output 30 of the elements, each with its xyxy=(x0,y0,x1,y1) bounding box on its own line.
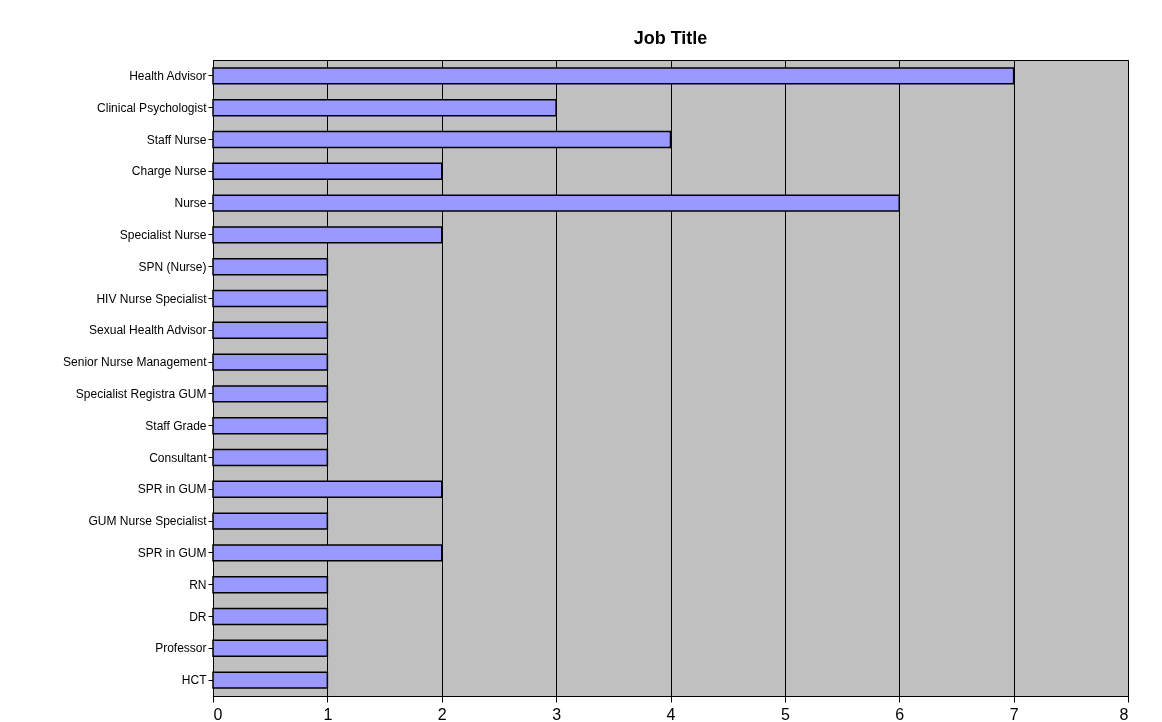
y-tick-label: DR xyxy=(189,609,207,624)
x-tick-label: 4 xyxy=(666,705,676,722)
x-tick-label: 6 xyxy=(895,705,905,722)
y-tick-label: Health Advisor xyxy=(129,68,207,83)
y-tick-label: Nurse xyxy=(174,196,207,211)
y-tick-label: Senior Nurse Management xyxy=(63,355,208,370)
y-tick-label: GUM Nurse Specialist xyxy=(88,514,208,529)
x-tick-label: 3 xyxy=(552,705,562,722)
y-tick-label: SPN (Nurse) xyxy=(138,259,207,274)
y-tick-label: Charge Nurse xyxy=(131,164,207,179)
y-tick-label: RN xyxy=(189,577,207,592)
chart-title: Job Title xyxy=(633,28,708,48)
y-tick-label: Specialist Registra GUM xyxy=(75,386,207,401)
x-tick-label: 7 xyxy=(1009,705,1019,722)
x-tick-label: 8 xyxy=(1119,705,1129,722)
x-tick-label: 2 xyxy=(437,705,447,722)
y-tick-label: Consultant xyxy=(149,450,208,465)
x-tick-label: 0 xyxy=(213,705,223,722)
y-tick-label: HCT xyxy=(181,673,208,688)
y-tick-label: Staff Nurse xyxy=(146,132,207,147)
x-tick-label: 1 xyxy=(323,705,333,722)
y-tick-label: Specialist Nurse xyxy=(119,227,207,242)
y-tick-label: HIV Nurse Specialist xyxy=(96,291,208,306)
y-tick-label: Clinical Psychologist xyxy=(97,100,208,115)
y-tick-label: Professor xyxy=(155,641,207,656)
y-tick-label: SPR in GUM xyxy=(137,482,207,497)
y-tick-label: Staff Grade xyxy=(145,418,207,433)
x-tick-label: 5 xyxy=(780,705,790,722)
y-tick-label: SPR in GUM xyxy=(137,545,207,560)
y-tick-label: Sexual Health Advisor xyxy=(89,323,207,338)
